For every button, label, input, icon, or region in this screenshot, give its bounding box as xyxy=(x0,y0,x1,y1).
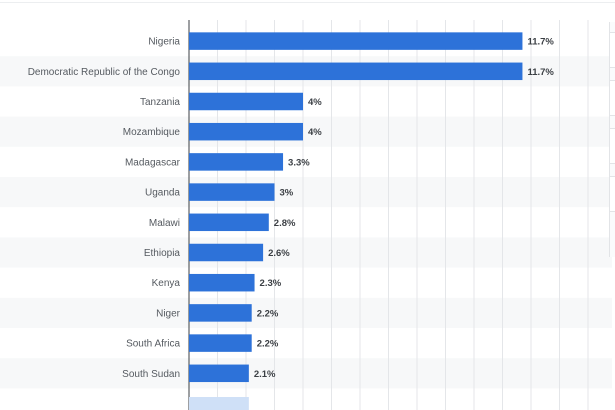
side-tool-tab[interactable] xyxy=(610,32,615,68)
value-label: 2.1% xyxy=(254,369,276,380)
side-toolbar xyxy=(609,22,615,257)
bar xyxy=(189,153,284,171)
bar xyxy=(189,62,523,81)
value-label: 2.3% xyxy=(260,278,282,289)
bar-cutoff xyxy=(189,397,249,410)
bar xyxy=(189,213,269,232)
category-label: Uganda xyxy=(145,188,180,199)
row-band xyxy=(0,177,612,208)
value-label: 11.7% xyxy=(527,37,554,48)
category-label: Mozambique xyxy=(123,127,181,138)
top-divider xyxy=(0,2,615,3)
side-tool-tab[interactable] xyxy=(610,176,615,212)
value-label: 4% xyxy=(308,127,322,138)
row-band xyxy=(0,237,612,268)
bar xyxy=(189,243,264,262)
category-label: Tanzania xyxy=(140,97,180,108)
category-label: Nigeria xyxy=(148,37,180,48)
bar xyxy=(189,122,303,141)
category-label: Democratic Republic of the Congo xyxy=(28,67,181,78)
value-label: 2.2% xyxy=(257,339,279,350)
category-label: Niger xyxy=(156,308,181,319)
value-label: 2.6% xyxy=(268,248,290,259)
category-label: South Sudan xyxy=(122,369,180,380)
bar xyxy=(189,92,303,111)
category-label: Kenya xyxy=(152,278,181,289)
value-label: 3% xyxy=(280,188,294,199)
row-band xyxy=(0,297,612,328)
category-label: Ethiopia xyxy=(144,248,181,259)
value-label: 4% xyxy=(308,97,322,108)
row-band xyxy=(0,116,612,147)
bar xyxy=(189,334,252,352)
category-label: South Africa xyxy=(126,339,180,350)
side-tool-tab[interactable] xyxy=(610,128,615,164)
bar xyxy=(189,304,252,322)
category-label: Malawi xyxy=(149,218,180,229)
category-label: Madagascar xyxy=(125,157,181,168)
value-label: 11.7% xyxy=(527,67,554,78)
bar xyxy=(189,183,275,201)
value-label: 3.3% xyxy=(288,157,310,168)
value-label: 2.8% xyxy=(274,218,296,229)
bar xyxy=(189,364,249,383)
row-band xyxy=(0,358,612,389)
value-label: 2.2% xyxy=(257,308,279,319)
bar xyxy=(189,32,523,50)
bar xyxy=(189,273,255,292)
side-tool-tab[interactable] xyxy=(610,80,615,116)
